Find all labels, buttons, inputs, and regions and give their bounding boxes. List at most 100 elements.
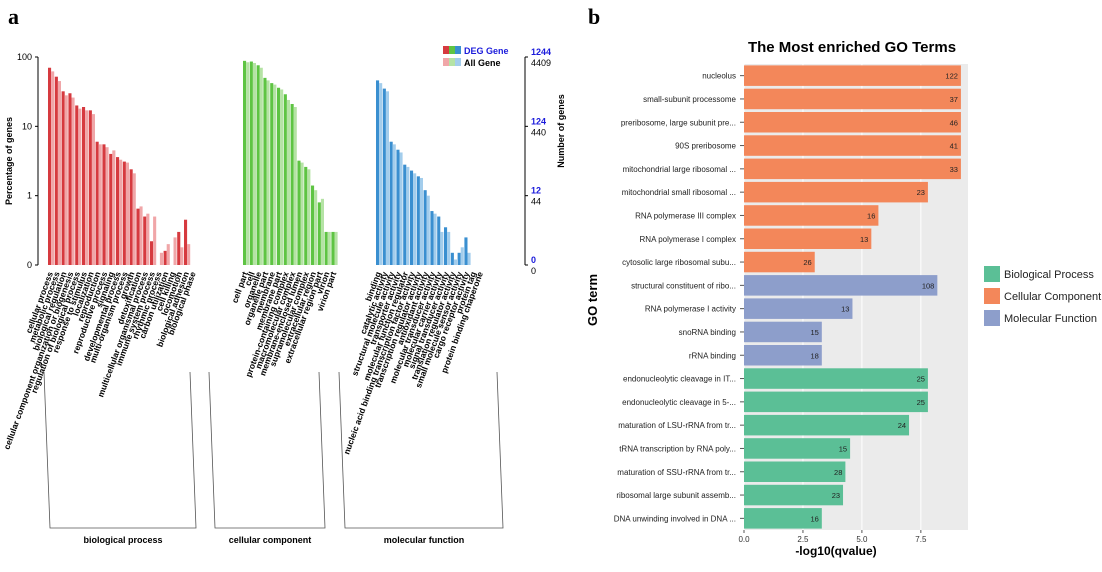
go-term-label: structural constituent of ribo...	[631, 281, 736, 290]
bar-count-label: 13	[860, 235, 868, 244]
bar-all-0-8	[105, 147, 109, 265]
bar-deg-2-10	[444, 227, 448, 265]
bar-deg-1-0	[243, 60, 247, 266]
bar-all-2-12	[460, 247, 464, 265]
x-tick-label: 0.0	[738, 535, 750, 544]
right-tick-deg-label: 12	[531, 186, 541, 196]
bar-count-label: 18	[810, 351, 818, 360]
bar-all-2-6	[419, 177, 423, 265]
legend-deg-swatch	[449, 46, 455, 54]
bar-all-0-15	[153, 216, 157, 265]
right-tick-deg-label: 124	[531, 116, 546, 126]
group-label: biological process	[83, 535, 162, 545]
right-tick-all-label: 440	[531, 127, 546, 137]
legend-deg-label: DEG Gene	[464, 46, 509, 56]
bar-count-label: 28	[834, 468, 842, 477]
bar-all-0-1	[57, 81, 61, 265]
bar-all-0-14	[146, 213, 150, 265]
legend-deg-swatch	[455, 46, 461, 54]
bar-all-0-2	[64, 95, 68, 265]
bar-count-label: 46	[950, 118, 958, 127]
legend-label-0: Biological Process	[1004, 269, 1094, 281]
bar-deg-1-6	[283, 94, 287, 265]
bar-all-0-9	[112, 150, 116, 265]
plot-background	[744, 64, 968, 530]
chart-title: The Most enriched GO Terms	[748, 39, 956, 56]
bar-all-1-2	[259, 67, 263, 265]
bar-all-0-5	[85, 110, 89, 265]
legend-swatch-2	[984, 310, 1000, 326]
bar-all-0-19	[180, 247, 184, 265]
bar-all-0-12	[132, 173, 136, 265]
bar-deg-1-2	[256, 65, 260, 266]
bar-all-2-8	[433, 213, 437, 265]
bar-deg-2-13	[464, 237, 468, 265]
bar-all-2-3	[399, 152, 403, 265]
enrichment-bar-8	[744, 251, 815, 273]
bar-all-2-10	[447, 231, 451, 265]
bar-count-label: 24	[898, 421, 906, 430]
bar-deg-1-7	[290, 103, 294, 265]
right-tick-all-label: 44	[531, 197, 541, 207]
bar-deg-1-10	[311, 185, 315, 265]
bar-deg-0-12	[129, 169, 133, 265]
right-tick-deg-label: 0	[531, 255, 536, 265]
bar-all-2-0	[379, 83, 383, 265]
bar-deg-0-15	[150, 241, 154, 265]
bar-deg-2-12	[457, 252, 461, 265]
go-term-label: endonucleolytic cleavage in IT...	[623, 375, 736, 384]
bar-deg-2-0	[376, 80, 380, 265]
legend-swatch-0	[984, 266, 1000, 282]
enrichment-bar-12	[744, 344, 822, 366]
go-term-label: maturation of SSU-rRNA from tr...	[617, 468, 736, 477]
go-term-label: tRNA transcription by RNA poly...	[619, 444, 736, 453]
bar-all-1-13	[334, 231, 338, 265]
bar-count-label: 15	[810, 328, 818, 337]
bar-deg-0-14	[143, 216, 147, 265]
legend-deg-swatch	[443, 46, 449, 54]
bar-deg-0-6	[88, 110, 92, 265]
bar-all-0-4	[78, 108, 82, 266]
bar-deg-0-5	[82, 107, 86, 266]
bar-deg-2-4	[403, 164, 407, 265]
bar-all-2-7	[426, 195, 430, 265]
bar-deg-2-6	[416, 176, 420, 265]
bar-count-label: 25	[917, 398, 925, 407]
bar-deg-2-5	[410, 170, 414, 265]
group-label: molecular function	[384, 535, 465, 545]
bar-all-1-12	[327, 231, 331, 265]
bar-deg-1-12	[324, 231, 328, 265]
right-tick-deg-label: 1244	[531, 47, 551, 57]
bar-count-label: 41	[950, 142, 958, 151]
bar-deg-2-3	[396, 149, 400, 265]
bar-all-0-11	[125, 162, 129, 265]
bar-all-0-7	[98, 144, 102, 265]
go-enrichment-chart: The Most enriched GO Terms 122 nucleolus 37…	[585, 39, 1101, 558]
bar-all-1-3	[266, 80, 270, 265]
legend-label-2: Molecular Function	[1004, 313, 1097, 325]
bar-all-0-20	[187, 244, 191, 265]
legend-all-swatch	[449, 58, 455, 66]
bar-count-label: 15	[839, 444, 847, 453]
bar-count-label: 26	[803, 258, 811, 267]
go-term-label: snoRNA binding	[679, 328, 736, 337]
bar-all-2-5	[413, 173, 417, 265]
bar-all-0-13	[139, 206, 143, 265]
bar-deg-1-11	[317, 202, 321, 265]
bar-deg-0-3	[68, 93, 72, 265]
legend-all-swatch	[443, 58, 449, 66]
bar-deg-2-11	[450, 252, 454, 265]
panel-letter-a: a	[8, 4, 19, 29]
enrichment-bar-11	[744, 321, 822, 343]
enrichment-bar-3	[744, 135, 961, 156]
bar-deg-2-1	[382, 88, 386, 265]
bar-all-1-1	[252, 62, 256, 266]
bar-deg-0-0	[48, 67, 52, 265]
enrichment-bar-6	[744, 205, 879, 226]
bar-all-0-6	[91, 114, 95, 266]
bar-all-1-0	[246, 62, 250, 265]
enrichment-bar-0	[744, 65, 961, 86]
legend-label-1: Cellular Component	[1004, 291, 1101, 303]
bar-deg-1-4	[270, 83, 274, 265]
